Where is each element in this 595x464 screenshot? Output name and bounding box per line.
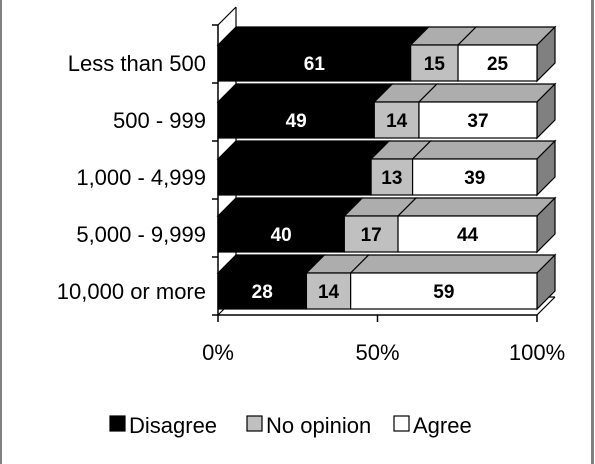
bar-segment-disagree (217, 215, 345, 253)
bar-top-face (417, 83, 557, 103)
data-label: 37 (467, 111, 488, 132)
frame-left-border (0, 0, 2, 464)
data-label: 15 (424, 54, 446, 75)
data-label: 25 (487, 54, 509, 75)
bar-top-face (216, 197, 364, 217)
x-tick-label: 50% (355, 340, 399, 365)
data-label: 17 (361, 225, 382, 246)
data-label: 61 (304, 54, 326, 75)
bar-segment-agree (457, 44, 538, 82)
data-label: 40 (271, 225, 292, 246)
bar-top-face (216, 140, 391, 160)
legend-label: No opinion (266, 413, 371, 438)
bar-segment-agree (411, 158, 538, 196)
bar-segment-disagree (217, 272, 308, 310)
data-label: 13 (381, 168, 402, 189)
data-label: 14 (386, 111, 408, 132)
bar-segment-no-opinion (343, 215, 399, 253)
floor-right-edge (536, 296, 556, 316)
bar-segment-no-opinion (410, 44, 459, 82)
bar-top-face (216, 83, 394, 103)
bar-segment-no-opinion (370, 158, 414, 196)
bar-top-face (216, 26, 431, 46)
category-label: 1,000 - 4,999 (76, 165, 206, 190)
frame-right-border (591, 0, 594, 464)
bar-segment-disagree (217, 101, 375, 139)
data-label: 28 (252, 282, 273, 303)
x-tick-label: 100% (509, 340, 565, 365)
bar-segment-agree (418, 101, 538, 139)
legend-swatch (109, 415, 126, 432)
bar-segment-no-opinion (373, 101, 420, 139)
bar-segment-disagree (217, 44, 412, 82)
legend-swatch (246, 415, 263, 432)
legend-label: Agree (413, 413, 472, 438)
x-tick-label: 0% (202, 340, 234, 365)
category-label: Less than 500 (68, 51, 206, 76)
data-label: 44 (457, 225, 479, 246)
category-label: 500 - 999 (113, 108, 206, 133)
legend-swatch (393, 415, 410, 432)
data-label: 14 (318, 282, 340, 303)
data-label: 59 (433, 282, 454, 303)
bar-top-face (396, 197, 557, 217)
legend-label: Disagree (129, 413, 217, 438)
data-label: 49 (286, 111, 307, 132)
category-label: 5,000 - 9,999 (76, 222, 206, 247)
category-label: 10,000 or more (57, 279, 206, 304)
bar-top-face (349, 254, 557, 274)
bar-top-face (411, 140, 557, 160)
wall-top-edge (217, 6, 237, 26)
bar-segment-agree (350, 272, 538, 310)
data-label: 39 (464, 168, 485, 189)
bar-segment-disagree (217, 158, 372, 196)
bar-segment-agree (397, 215, 538, 253)
